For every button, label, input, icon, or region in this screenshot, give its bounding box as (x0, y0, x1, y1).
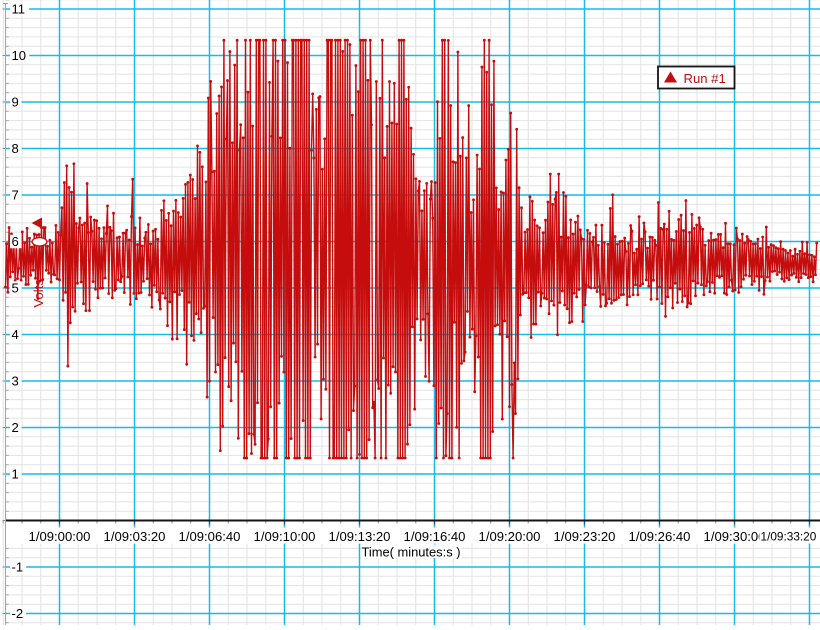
svg-text:1/09:03:20: 1/09:03:20 (104, 529, 166, 544)
svg-text:1: 1 (12, 467, 19, 482)
svg-text:3: 3 (12, 374, 19, 389)
svg-text:1/09:20:00: 1/09:20:00 (479, 529, 541, 544)
svg-text:1/09:23:20: 1/09:23:20 (554, 529, 616, 544)
svg-text:1/09:30:00: 1/09:30:00 (704, 529, 766, 544)
svg-text:1/09:00:00: 1/09:00:00 (29, 529, 91, 544)
svg-text:9: 9 (12, 95, 19, 110)
svg-text:10: 10 (12, 48, 27, 63)
svg-text:6: 6 (12, 234, 19, 249)
svg-text:Run #1: Run #1 (684, 71, 726, 86)
svg-text:1/09:06:40: 1/09:06:40 (179, 529, 241, 544)
svg-text:1/09:26:40: 1/09:26:40 (629, 529, 691, 544)
svg-text:11: 11 (12, 2, 26, 17)
svg-text:-1: -1 (12, 560, 24, 575)
svg-text:8: 8 (12, 141, 19, 156)
svg-text:1/09:13:20: 1/09:13:20 (329, 529, 391, 544)
svg-text:4: 4 (12, 327, 19, 342)
svg-text:1/09:16:40: 1/09:16:40 (404, 529, 466, 544)
svg-text:-2: -2 (12, 606, 24, 621)
svg-text:Time( minutes:s ): Time( minutes:s ) (361, 544, 460, 559)
svg-text:1/09:33:20: 1/09:33:20 (761, 529, 817, 543)
svg-text:2: 2 (12, 420, 19, 435)
svg-text:5: 5 (12, 281, 19, 296)
svg-text:7: 7 (12, 188, 19, 203)
svg-text:1/09:10:00: 1/09:10:00 (254, 529, 316, 544)
